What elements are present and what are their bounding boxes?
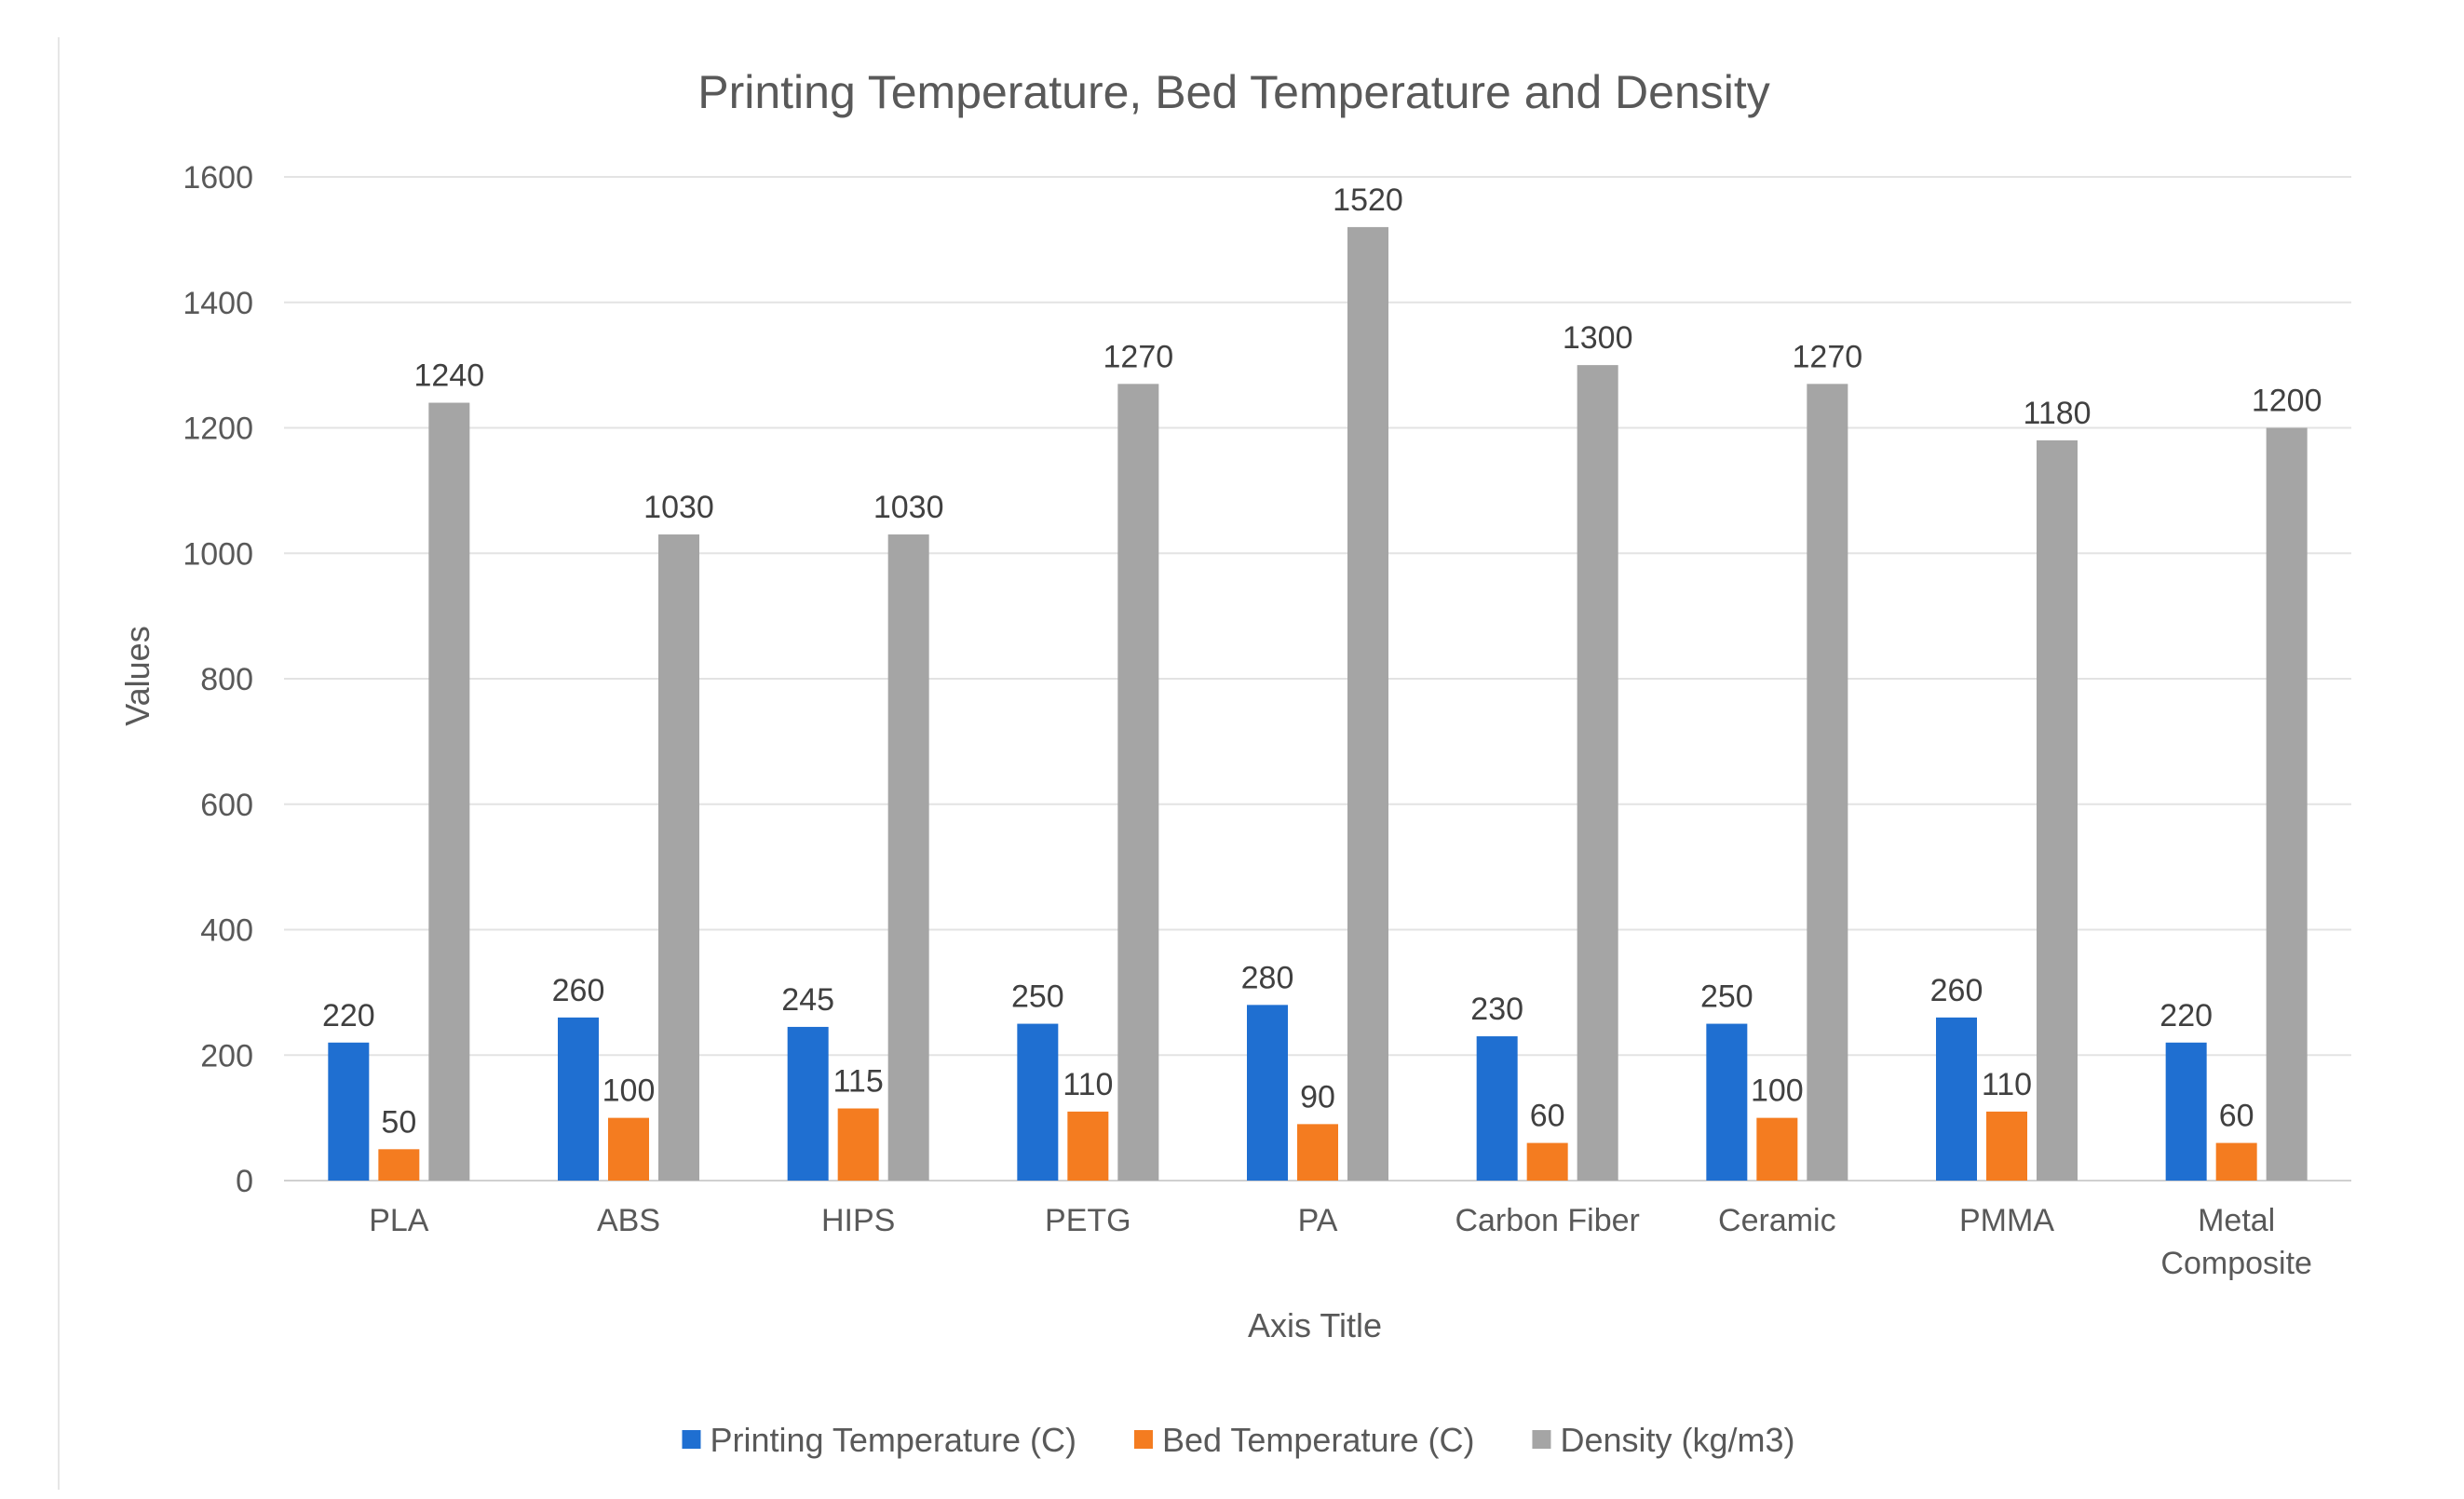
- data-label-metal-composite-printing-temperature-c: 220: [2159, 998, 2213, 1033]
- data-label-petg-printing-temperature-c: 250: [1011, 979, 1064, 1015]
- data-label-hips-printing-temperature-c: 245: [781, 982, 834, 1018]
- bar-petg-density-kg-m3: [1117, 384, 1159, 1181]
- x-tick-label-abs: ABS: [597, 1203, 660, 1238]
- y-tick-label-800: 800: [200, 662, 253, 697]
- y-tick-label-0: 0: [236, 1164, 253, 1199]
- data-label-petg-bed-temperature-c: 110: [1063, 1067, 1113, 1102]
- data-labels: 220 50 1240 260 100 1030 245 115 1030 250 110 1270 2…: [322, 182, 2322, 1140]
- data-label-hips-density-kg-m3: 1030: [873, 490, 944, 525]
- bar-carbon-fiber-bed-temperature-c: [1526, 1142, 1568, 1181]
- bar-metal-composite-printing-temperature-c: [2165, 1042, 2207, 1181]
- data-label-ceramic-bed-temperature-c: 100: [1751, 1074, 1804, 1109]
- bar-abs-density-kg-m3: [658, 534, 699, 1181]
- x-axis-ticks: PLA ABS HIPS PETG PA Carbon Fiber Ceramic PMMA M…: [369, 1203, 2312, 1281]
- bar-ceramic-density-kg-m3: [1807, 384, 1848, 1181]
- data-label-pa-printing-temperature-c: 280: [1241, 960, 1294, 995]
- bar-petg-printing-temperature-c: [1017, 1023, 1059, 1181]
- y-axis-title: Values: [118, 626, 156, 725]
- data-label-pmma-density-kg-m3: 1180: [2023, 396, 2091, 431]
- data-label-petg-density-kg-m3: 1270: [1103, 339, 1174, 374]
- bars: [328, 226, 2308, 1182]
- data-label-abs-bed-temperature-c: 100: [602, 1074, 656, 1109]
- bar-metal-composite-bed-temperature-c: [2215, 1142, 2257, 1181]
- data-label-pla-bed-temperature-c: 50: [381, 1104, 416, 1140]
- chart-title: Printing Temperature, Bed Temperature an…: [697, 66, 1770, 118]
- bar-hips-density-kg-m3: [887, 534, 929, 1181]
- y-tick-label-400: 400: [200, 913, 253, 949]
- legend-swatch-bed-temperature-c: [1133, 1430, 1153, 1449]
- y-tick-label-200: 200: [200, 1038, 253, 1074]
- y-tick-label-1600: 1600: [183, 160, 253, 196]
- data-label-hips-bed-temperature-c: 115: [833, 1064, 884, 1100]
- legend-label-printing-temperature-c: Printing Temperature (C): [710, 1421, 1076, 1459]
- bar-pla-bed-temperature-c: [378, 1149, 420, 1181]
- bar-pa-printing-temperature-c: [1247, 1005, 1288, 1181]
- data-label-ceramic-density-kg-m3: 1270: [1793, 339, 1863, 374]
- y-axis-ticks: 0 200 400 600 800 1000 1200 1400 1600: [183, 160, 253, 1199]
- legend-swatch-printing-temperature-c: [682, 1430, 701, 1449]
- x-tick-label-petg: PETG: [1045, 1203, 1131, 1238]
- bar-pla-printing-temperature-c: [328, 1042, 370, 1181]
- data-label-pa-density-kg-m3: 1520: [1333, 182, 1403, 218]
- bar-pmma-printing-temperature-c: [1936, 1017, 1977, 1181]
- bar-pa-bed-temperature-c: [1297, 1124, 1338, 1181]
- bar-ceramic-bed-temperature-c: [1756, 1117, 1798, 1181]
- data-label-ceramic-printing-temperature-c: 250: [1700, 979, 1753, 1015]
- bar-metal-composite-density-kg-m3: [2266, 427, 2308, 1181]
- legend: Printing Temperature (C) Bed Temperature …: [682, 1421, 1795, 1459]
- bar-pa-density-kg-m3: [1347, 226, 1388, 1181]
- y-tick-label-1400: 1400: [183, 286, 253, 321]
- bar-hips-bed-temperature-c: [837, 1108, 879, 1181]
- x-tick-label-pa: PA: [1298, 1203, 1338, 1238]
- y-tick-label-1000: 1000: [183, 536, 253, 572]
- legend-label-bed-temperature-c: Bed Temperature (C): [1162, 1421, 1474, 1459]
- data-label-carbon-fiber-density-kg-m3: 1300: [1563, 320, 1633, 356]
- data-label-metal-composite-density-kg-m3: 1200: [2252, 384, 2322, 419]
- x-tick-label-ceramic: Ceramic: [1718, 1203, 1836, 1238]
- data-label-pla-density-kg-m3: 1240: [414, 358, 485, 394]
- bar-carbon-fiber-density-kg-m3: [1577, 365, 1618, 1181]
- y-tick-label-600: 600: [200, 788, 253, 823]
- bar-hips-printing-temperature-c: [787, 1026, 829, 1181]
- bar-carbon-fiber-printing-temperature-c: [1476, 1036, 1518, 1181]
- bar-abs-printing-temperature-c: [558, 1017, 599, 1181]
- data-label-pmma-printing-temperature-c: 260: [1930, 973, 1983, 1008]
- x-tick-label-metal-composite-line-1: Metal: [2198, 1203, 2275, 1238]
- data-label-pmma-bed-temperature-c: 110: [1982, 1067, 2032, 1102]
- data-label-metal-composite-bed-temperature-c: 60: [2219, 1099, 2254, 1134]
- x-tick-label-hips: HIPS: [821, 1203, 895, 1238]
- x-tick-label-carbon-fiber: Carbon Fiber: [1455, 1203, 1639, 1238]
- bar-petg-bed-temperature-c: [1067, 1111, 1109, 1181]
- y-tick-label-1200: 1200: [183, 412, 253, 447]
- data-label-abs-printing-temperature-c: 260: [552, 973, 605, 1008]
- data-label-carbon-fiber-printing-temperature-c: 230: [1470, 992, 1523, 1027]
- data-label-carbon-fiber-bed-temperature-c: 60: [1530, 1099, 1565, 1134]
- data-label-pa-bed-temperature-c: 90: [1300, 1079, 1335, 1114]
- x-axis-title: Axis Title: [1248, 1306, 1382, 1344]
- x-tick-label-pmma: PMMA: [1959, 1203, 2054, 1238]
- legend-swatch-density-kg-m3: [1532, 1430, 1551, 1449]
- data-label-pla-printing-temperature-c: 220: [322, 998, 375, 1033]
- x-tick-label-metal-composite-line-2: Composite: [2160, 1246, 2312, 1281]
- bar-pmma-density-kg-m3: [2037, 439, 2078, 1182]
- left-frame-rule: [58, 37, 60, 1490]
- bar-ceramic-printing-temperature-c: [1706, 1023, 1748, 1181]
- bar-pmma-bed-temperature-c: [1986, 1111, 2027, 1181]
- x-tick-label-pla: PLA: [369, 1203, 429, 1238]
- bar-abs-bed-temperature-c: [608, 1117, 649, 1181]
- legend-label-density-kg-m3: Density (kg/m3): [1560, 1421, 1794, 1459]
- data-label-abs-density-kg-m3: 1030: [643, 490, 714, 525]
- bar-pla-density-kg-m3: [428, 402, 470, 1181]
